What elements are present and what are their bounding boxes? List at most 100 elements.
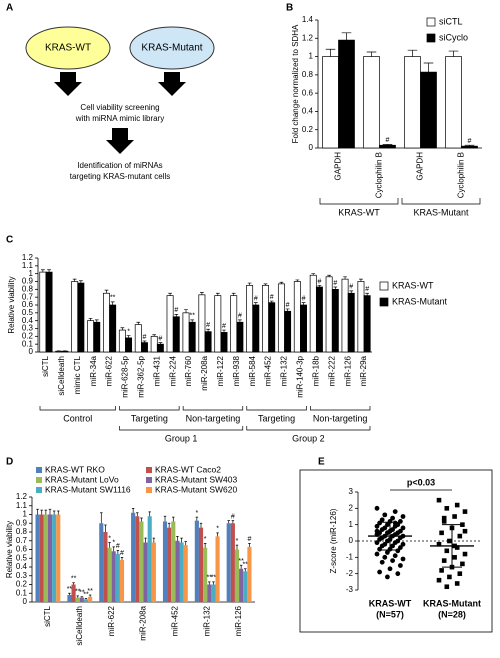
y-tick-label: 1.2 (302, 33, 314, 42)
bar (445, 56, 462, 149)
error-bar (239, 564, 243, 569)
y-tick-label: -3 (346, 585, 354, 594)
bar (35, 514, 40, 602)
significance: # (206, 322, 210, 329)
error-bar (176, 536, 179, 541)
bar (156, 343, 164, 353)
error-bar (140, 517, 143, 522)
x-tick-label: miR-34a (89, 355, 98, 386)
y-tick-label: 0.6 (22, 300, 34, 309)
y-tick-label: 0.4 (16, 562, 28, 571)
x-tick-label: siCTL (43, 605, 52, 626)
x-tick-label: Cyclophilin B (375, 152, 384, 198)
mutant-label: KRAS-Mutant (141, 43, 202, 54)
screen-text: Cell viability screening (80, 103, 159, 112)
y-tick-label: 0.9 (16, 518, 28, 527)
y-tick-label: 0.5 (22, 308, 34, 317)
significance: # (468, 138, 472, 145)
x-tick-label: miR-628-5p (121, 355, 130, 397)
error-bar (227, 520, 230, 524)
bar (171, 521, 176, 602)
bar (150, 335, 158, 353)
bar (103, 292, 110, 353)
bar (357, 281, 365, 353)
subgroup-label: Targeting (131, 413, 168, 423)
bar (79, 597, 84, 602)
bar (207, 584, 212, 602)
significance: ** (79, 590, 85, 597)
bar (404, 56, 421, 149)
panel-label: D (6, 457, 13, 468)
y-tick-label: 1.2 (22, 253, 34, 262)
bar (268, 302, 276, 353)
point (382, 512, 388, 518)
bar (246, 285, 254, 353)
error-bar (72, 278, 77, 282)
bar (338, 39, 355, 149)
point (387, 566, 393, 572)
error-bar (295, 279, 300, 282)
legend-label: KRAS-Mutant SW1116 (45, 484, 131, 494)
significance: # (247, 536, 251, 543)
subgroup-bracket (182, 406, 244, 411)
point (392, 520, 398, 526)
significance: * (195, 510, 198, 517)
bar (331, 288, 339, 353)
legend-swatch (146, 477, 152, 483)
error-bar (110, 301, 115, 305)
bar (247, 546, 252, 602)
bar (87, 320, 95, 353)
significance: # (158, 335, 162, 342)
x-tick-label: miR-224 (168, 355, 177, 386)
significance: # (286, 302, 290, 309)
x-tick-label: miR-760 (184, 355, 193, 386)
group-label: Group 2 (292, 433, 325, 443)
error-bar (104, 289, 109, 294)
point (400, 514, 406, 519)
error-bar (244, 568, 247, 572)
error-bar (79, 280, 83, 284)
error-bar (40, 269, 45, 273)
error-bar (120, 557, 124, 560)
bar (179, 542, 184, 602)
significance: ** (110, 295, 116, 302)
bar (236, 321, 244, 353)
x-tick-label: miR-132 (280, 355, 289, 386)
point (457, 533, 463, 539)
significance: ** (189, 313, 195, 320)
error-bar (448, 50, 459, 57)
point (400, 541, 406, 547)
y-tick-label: -1 (346, 552, 354, 561)
bar (45, 271, 53, 353)
significance: ** (87, 588, 93, 595)
error-bar (464, 144, 475, 147)
point (460, 522, 465, 527)
point (379, 559, 385, 565)
error-bar (120, 327, 125, 331)
y-axis-label: Relative viability (7, 276, 16, 333)
x-tick-label: siCelldeath (75, 606, 84, 646)
y-tick-label: 0.9 (22, 277, 34, 286)
x-tick-label: miR-622 (105, 355, 114, 386)
significance: # (222, 323, 226, 330)
bar (322, 56, 339, 149)
point (447, 574, 452, 580)
y-tick-label: 1 (23, 510, 28, 519)
error-bar (343, 276, 347, 280)
legend-swatch (426, 33, 436, 43)
point (454, 545, 460, 550)
x-tick-label: miR-452 (264, 355, 273, 386)
x-tick-label: GAPDH (334, 152, 343, 181)
group-bracket (401, 198, 481, 205)
point (444, 506, 450, 511)
mutant-node (129, 26, 215, 70)
n-label: (N=57) (376, 609, 404, 619)
error-bar (311, 273, 316, 276)
y-tick-label: 1 (309, 52, 314, 61)
bar (134, 324, 142, 353)
error-bar (341, 32, 352, 41)
legend-swatch (426, 17, 436, 27)
point (462, 509, 468, 514)
significance: ** (67, 586, 73, 593)
error-bar (206, 328, 210, 332)
